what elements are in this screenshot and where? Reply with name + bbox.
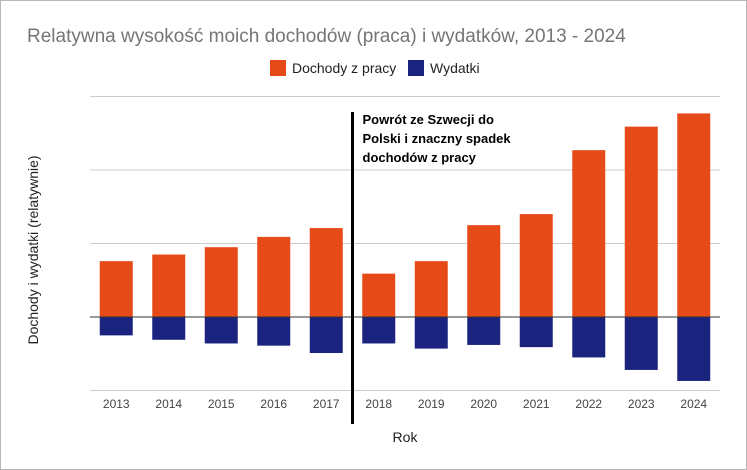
- legend-label-dochody: Dochody z pracy: [292, 60, 396, 76]
- x-axis-title: Rok: [393, 429, 419, 445]
- bar-wydatki-2015: [204, 317, 238, 344]
- bar-dochody-2016: [257, 236, 291, 317]
- bar-wydatki-2022: [572, 317, 606, 358]
- annotation-line: Polski i znaczny spadek: [363, 131, 512, 146]
- bar-dochody-2015: [204, 247, 238, 317]
- bar-wydatki-2021: [519, 317, 553, 348]
- bar-wydatki-2023: [624, 317, 658, 370]
- bar-dochody-2023: [624, 126, 658, 317]
- legend-swatch-dochody: [270, 60, 286, 76]
- bar-dochody-2022: [572, 150, 606, 317]
- bar-dochody-2017: [309, 228, 343, 317]
- bar-dochody-2021: [519, 214, 553, 317]
- bar-dochody-2018: [362, 273, 396, 317]
- legend-label-wydatki: Wydatki: [430, 60, 480, 76]
- x-tick-label: 2015: [208, 397, 235, 411]
- x-tick-label: 2020: [470, 397, 497, 411]
- bar-dochody-2020: [467, 225, 501, 317]
- x-tick-label: 2014: [155, 397, 182, 411]
- legend-swatch-wydatki: [408, 60, 424, 76]
- x-tick-label: 2019: [418, 397, 445, 411]
- x-tick-label: 2024: [680, 397, 707, 411]
- y-axis-title: Dochody i wydatki (relatywnie): [25, 155, 41, 344]
- gridlines: [90, 96, 720, 391]
- bar-wydatki-2014: [152, 317, 186, 340]
- bar-wydatki-2018: [362, 317, 396, 344]
- x-tick-labels: 2013 2014 2015 2016 2017 2018 2019 2020 2021 2022…: [103, 397, 708, 411]
- bars: [99, 113, 711, 381]
- bar-wydatki-2019: [414, 317, 448, 349]
- bar-wydatki-2020: [467, 317, 501, 345]
- x-tick-label: 2021: [523, 397, 550, 411]
- bar-dochody-2013: [99, 261, 133, 317]
- legend: Dochody z pracy Wydatki: [270, 60, 480, 76]
- bar-wydatki-2017: [309, 317, 343, 354]
- bar-dochody-2014: [152, 254, 186, 317]
- bar-wydatki-2024: [677, 317, 711, 381]
- bar-wydatki-2013: [99, 317, 133, 336]
- x-tick-label: 2018: [365, 397, 392, 411]
- annotation-text: Powrót ze Szwecji do Polski i znaczny spa…: [363, 112, 512, 165]
- chart-title: Relatywna wysokość moich dochodów (praca…: [27, 26, 626, 47]
- x-tick-label: 2023: [628, 397, 655, 411]
- x-tick-label: 2013: [103, 397, 130, 411]
- bar-wydatki-2016: [257, 317, 291, 346]
- x-tick-label: 2016: [260, 397, 287, 411]
- bar-dochody-2019: [414, 261, 448, 317]
- annotation-line: Powrót ze Szwecji do: [363, 112, 495, 127]
- annotation-line: dochodów z pracy: [363, 150, 477, 165]
- x-tick-label: 2017: [313, 397, 340, 411]
- x-tick-label: 2022: [575, 397, 602, 411]
- bar-dochody-2024: [677, 113, 711, 317]
